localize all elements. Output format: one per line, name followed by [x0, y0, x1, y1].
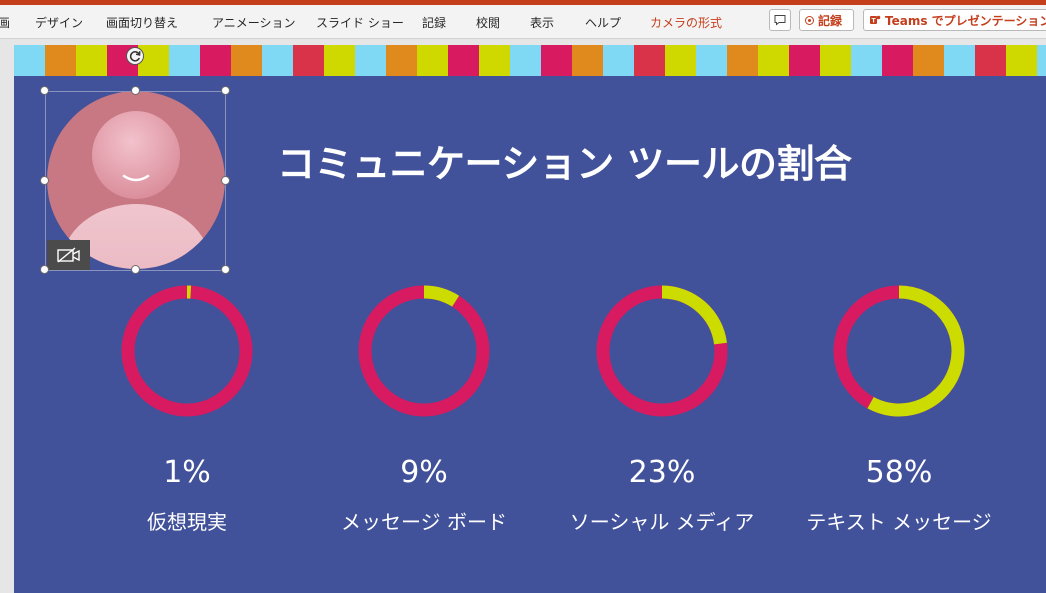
donut-chart-vr[interactable]: [121, 285, 253, 417]
teams-icon: T: [870, 15, 881, 25]
stripe-segment: [572, 45, 603, 76]
resize-handle-ne[interactable]: [221, 86, 230, 95]
present-in-teams-button[interactable]: T Teams でプレゼンテーション: [863, 9, 1046, 31]
stripe-segment: [510, 45, 541, 76]
camera-toggle-button[interactable]: [47, 240, 90, 270]
slide-canvas[interactable]: コミュニケーション ツールの割合 1% 9% 23% 58% 仮想現実 メッセー…: [14, 45, 1046, 593]
tab-transitions[interactable]: 画面切り替え: [106, 16, 179, 30]
resize-handle-e[interactable]: [221, 176, 230, 185]
svg-text:T: T: [871, 18, 876, 25]
donut-chart-text-message[interactable]: [833, 285, 965, 417]
stat-label-message-board[interactable]: メッセージ ボード: [341, 510, 507, 534]
tab-camera-format[interactable]: カメラの形式: [650, 16, 723, 30]
stripe-segment: [944, 45, 975, 76]
stripe-segment: [1006, 45, 1037, 76]
teams-button-label: Teams でプレゼンテーション: [885, 13, 1046, 28]
resize-handle-sw[interactable]: [40, 265, 49, 274]
stripe-segment: [262, 45, 293, 76]
stripe-segment: [851, 45, 882, 76]
stat-label-social-media[interactable]: ソーシャル メディア: [569, 510, 755, 534]
decorative-stripe: [14, 45, 1046, 76]
tab-partial[interactable]: 画: [0, 16, 11, 30]
stripe-segment: [293, 45, 324, 76]
camera-off-icon: [56, 247, 80, 263]
record-button[interactable]: 記録: [799, 9, 854, 31]
resize-handle-s[interactable]: [131, 265, 140, 274]
tab-review[interactable]: 校閲: [476, 16, 501, 30]
stripe-segment: [758, 45, 789, 76]
rotate-handle-icon[interactable]: [125, 46, 145, 66]
stripe-segment: [696, 45, 727, 76]
donut-segment: [867, 285, 965, 417]
resize-handle-se[interactable]: [221, 265, 230, 274]
comments-button[interactable]: [769, 9, 791, 31]
stripe-segment: [76, 45, 107, 76]
stripe-segment: [541, 45, 572, 76]
stripe-segment: [355, 45, 386, 76]
stripe-segment: [200, 45, 231, 76]
resize-handle-nw[interactable]: [40, 86, 49, 95]
stripe-segment: [448, 45, 479, 76]
donut-segment: [423, 285, 460, 307]
resize-handle-n[interactable]: [131, 86, 140, 95]
stripe-segment: [169, 45, 200, 76]
donut-segment: [661, 285, 727, 345]
resize-handle-w[interactable]: [40, 176, 49, 185]
avatar-head: [92, 111, 180, 199]
tab-view[interactable]: 表示: [530, 16, 555, 30]
stripe-segment: [820, 45, 851, 76]
stripe-segment: [386, 45, 417, 76]
slide-title[interactable]: コミュニケーション ツールの割合: [277, 142, 852, 186]
stripe-segment: [479, 45, 510, 76]
record-button-label: 記録: [818, 13, 843, 28]
stripe-segment: [324, 45, 355, 76]
donut-chart-social-media[interactable]: [596, 285, 728, 417]
title-bar-strip: [0, 0, 1046, 5]
stripe-segment: [138, 45, 169, 76]
stripe-segment: [913, 45, 944, 76]
stat-label-vr[interactable]: 仮想現実: [147, 510, 227, 534]
stat-label-text-message[interactable]: テキスト メッセージ: [806, 510, 992, 534]
stat-percent-text-message[interactable]: 58%: [865, 455, 933, 490]
donut-track: [121, 285, 253, 417]
stripe-segment: [634, 45, 665, 76]
tab-design[interactable]: デザイン: [35, 16, 84, 30]
donut-track: [358, 285, 490, 417]
stripe-segment: [603, 45, 634, 76]
tab-help[interactable]: ヘルプ: [585, 16, 622, 30]
record-icon: [805, 15, 814, 25]
stripe-segment: [231, 45, 262, 76]
stripe-segment: [882, 45, 913, 76]
ribbon-tab-bar: 画 デザイン 画面切り替え アニメーション スライド ショー 記録 校閲 表示 …: [0, 5, 1046, 39]
tab-slideshow[interactable]: スライド ショー: [316, 16, 404, 30]
donut-chart-message-board[interactable]: [358, 285, 490, 417]
comment-icon: [774, 15, 786, 26]
stat-percent-message-board[interactable]: 9%: [400, 455, 448, 490]
stripe-segment: [45, 45, 76, 76]
stripe-segment: [789, 45, 820, 76]
stripe-segment: [727, 45, 758, 76]
stat-percent-social-media[interactable]: 23%: [628, 455, 696, 490]
tab-animations[interactable]: アニメーション: [212, 16, 296, 30]
stripe-segment: [975, 45, 1006, 76]
stripe-segment: [665, 45, 696, 76]
stripe-segment: [417, 45, 448, 76]
tab-record[interactable]: 記録: [422, 16, 447, 30]
stat-percent-vr[interactable]: 1%: [163, 455, 211, 490]
stripe-segment: [14, 45, 45, 76]
stripe-segment: [1037, 45, 1046, 76]
